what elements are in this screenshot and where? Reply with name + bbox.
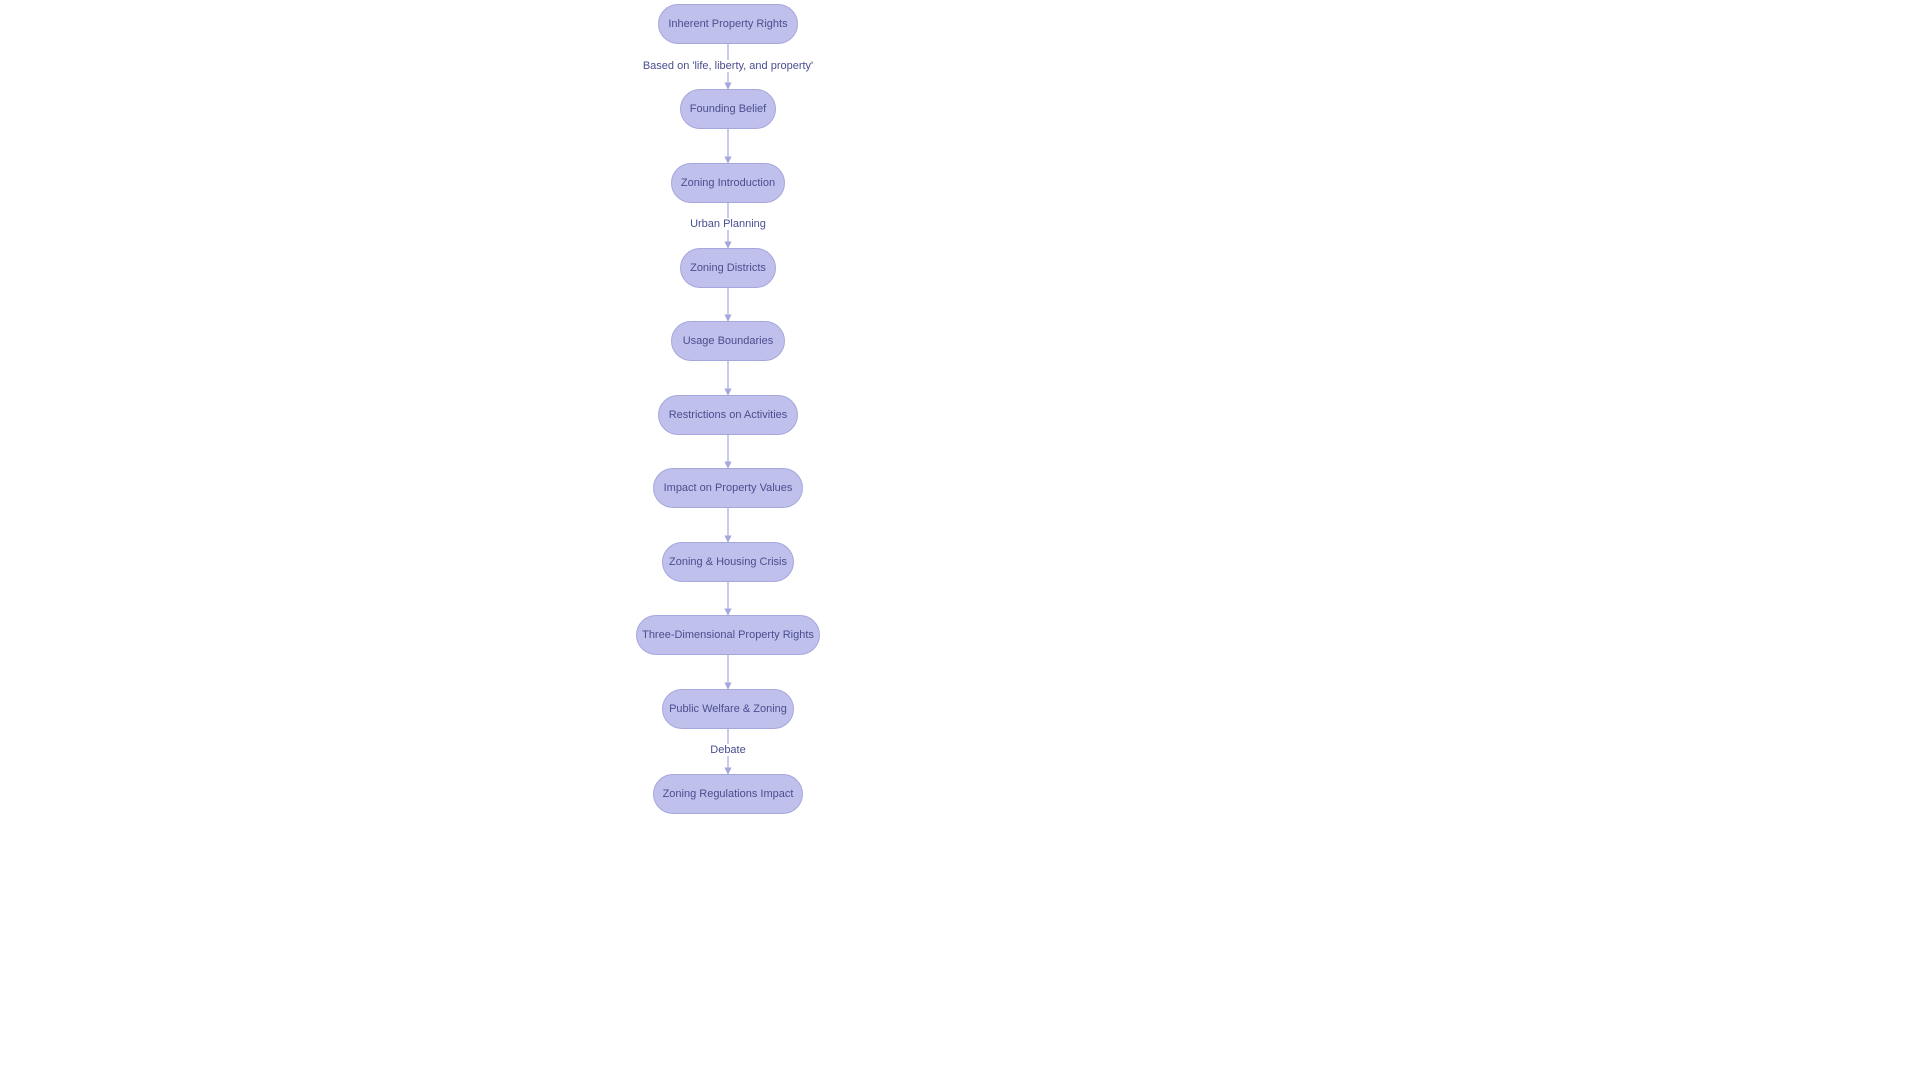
node-label: Restrictions on Activities: [669, 409, 788, 421]
flowchart-node: Impact on Property Values: [653, 468, 803, 508]
node-label: Three-Dimensional Property Rights: [642, 629, 814, 641]
flowchart-node: Three-Dimensional Property Rights: [636, 615, 820, 655]
edge-label: Debate: [706, 744, 749, 756]
flowchart-node: Zoning Regulations Impact: [653, 774, 803, 814]
node-label: Zoning Introduction: [681, 177, 775, 189]
flowchart-node: Founding Belief: [680, 89, 776, 129]
flowchart-node: Inherent Property Rights: [658, 4, 798, 44]
node-label: Impact on Property Values: [664, 482, 793, 494]
node-label: Founding Belief: [690, 103, 766, 115]
node-label: Zoning & Housing Crisis: [669, 556, 787, 568]
flowchart-node: Usage Boundaries: [671, 321, 785, 361]
node-label: Public Welfare & Zoning: [669, 703, 787, 715]
node-label: Zoning Regulations Impact: [663, 788, 794, 800]
flowchart-node: Public Welfare & Zoning: [662, 689, 794, 729]
flowchart-node: Zoning & Housing Crisis: [662, 542, 794, 582]
flowchart-node: Zoning Introduction: [671, 163, 785, 203]
node-label: Zoning Districts: [690, 262, 766, 274]
edge-label: Urban Planning: [686, 218, 770, 230]
node-label: Inherent Property Rights: [668, 18, 787, 30]
flowchart-node: Restrictions on Activities: [658, 395, 798, 435]
flowchart-canvas: Inherent Property Rights Founding Belief Z…: [0, 0, 1920, 1080]
flowchart-node: Zoning Districts: [680, 248, 776, 288]
edges-layer: [0, 0, 1920, 1080]
node-label: Usage Boundaries: [683, 335, 774, 347]
edge-label: Based on 'life, liberty, and property': [639, 60, 817, 72]
